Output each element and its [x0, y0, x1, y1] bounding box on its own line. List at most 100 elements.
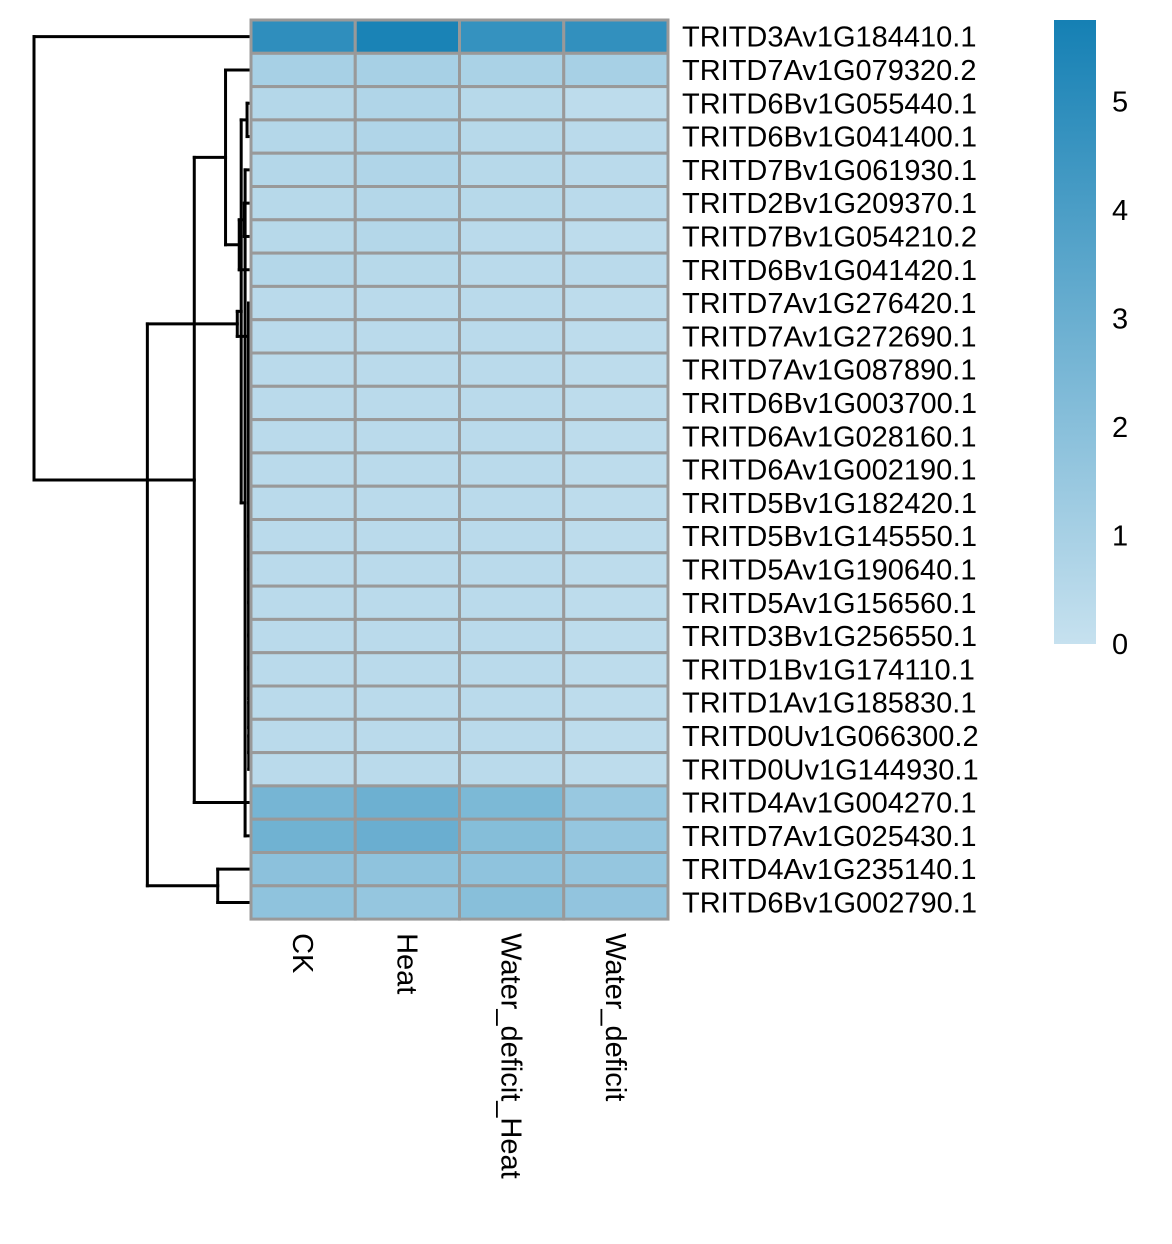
column-labels: CK Heat Water_deficit_Heat Water_deficit — [286, 933, 631, 1179]
heatmap-cell — [353, 185, 461, 222]
row-dendrogram — [32, 35, 251, 904]
heatmap-cell — [249, 151, 357, 188]
heatmap-cell — [249, 18, 357, 55]
heatmap-cell — [562, 717, 670, 755]
heatmap-cell — [458, 384, 566, 422]
heatmap-cell — [562, 151, 670, 188]
heatmap-cell — [458, 218, 566, 255]
row-label: TRITD0Uv1G144930.1 — [682, 754, 979, 786]
heatmap-cell — [353, 218, 461, 255]
heatmap-cell — [353, 751, 461, 788]
heatmap-cell — [249, 651, 357, 688]
heatmap-cell — [562, 884, 670, 921]
heatmap-cell — [458, 18, 566, 55]
heatmap-cell — [249, 551, 357, 588]
heatmap-cell — [458, 651, 566, 688]
heatmap-cell — [562, 118, 670, 155]
heatmap-cell — [458, 617, 566, 655]
heatmap-cell — [249, 584, 357, 621]
legend-tick-label: 5 — [1112, 86, 1128, 118]
heatmap-cell — [249, 684, 357, 721]
heatmap-cell — [458, 584, 566, 621]
heatmap-cell — [458, 717, 566, 755]
heatmap-cell — [249, 418, 357, 455]
heatmap-cell — [458, 85, 566, 122]
heatmap-cell — [562, 451, 670, 488]
heatmap-cell — [353, 651, 461, 688]
heatmap-cell — [458, 851, 566, 888]
heatmap-cell — [353, 584, 461, 621]
column-label: Water_deficit — [599, 933, 631, 1101]
row-label: TRITD7Av1G276420.1 — [682, 288, 976, 320]
heatmap-cell — [249, 518, 357, 555]
row-label: TRITD3Av1G184410.1 — [682, 22, 976, 54]
heatmap-cell — [458, 551, 566, 588]
heatmap-cells — [249, 18, 670, 921]
heatmap-cell — [458, 484, 566, 522]
heatmap-cell — [562, 418, 670, 455]
heatmap-cell — [353, 51, 461, 89]
row-label: TRITD3Bv1G256550.1 — [682, 621, 977, 653]
heatmap-cell — [249, 318, 357, 355]
heatmap-cell — [353, 684, 461, 721]
heatmap-cell — [562, 551, 670, 588]
heatmap-cell — [562, 251, 670, 288]
heatmap-cell — [249, 817, 357, 855]
heatmap-cell — [562, 651, 670, 688]
heatmap-cell — [353, 251, 461, 288]
heatmap-cell — [249, 851, 357, 888]
legend-tick-label: 2 — [1112, 412, 1128, 444]
heatmap-cell — [562, 284, 670, 322]
row-label: TRITD5Av1G156560.1 — [682, 588, 976, 620]
row-labels: TRITD3Av1G184410.1TRITD7Av1G079320.2TRIT… — [682, 22, 979, 920]
heatmap-cell — [353, 318, 461, 355]
row-label: TRITD7Bv1G054210.2 — [682, 221, 977, 253]
row-label: TRITD7Av1G025430.1 — [682, 821, 976, 853]
heatmap-cell — [249, 351, 357, 388]
heatmap-cell — [353, 451, 461, 488]
heatmap-cell — [458, 351, 566, 388]
heatmap-cell — [353, 518, 461, 555]
row-label: TRITD6Bv1G041400.1 — [682, 122, 977, 154]
heatmap-cell — [562, 18, 670, 55]
heatmap-cell — [249, 85, 357, 122]
heatmap-cell — [249, 284, 357, 322]
heatmap-cell — [249, 451, 357, 488]
heatmap-cell — [562, 617, 670, 655]
legend-color-bar — [1054, 20, 1096, 644]
column-label: CK — [286, 933, 318, 974]
row-label: TRITD5Bv1G145550.1 — [682, 521, 977, 553]
heatmap-cell — [353, 617, 461, 655]
heatmap-cell — [458, 318, 566, 355]
heatmap-cell — [249, 751, 357, 788]
row-label: TRITD2Bv1G209370.1 — [682, 188, 977, 220]
row-label: TRITD7Bv1G061930.1 — [682, 155, 977, 187]
row-label: TRITD4Av1G235140.1 — [682, 854, 976, 886]
heatmap-cell — [458, 251, 566, 288]
row-label: TRITD1Bv1G174110.1 — [682, 654, 975, 686]
heatmap-cell — [353, 484, 461, 522]
heatmap-cell — [353, 817, 461, 855]
heatmap-cell — [562, 384, 670, 422]
column-label: Heat — [390, 933, 422, 994]
heatmap-cell — [562, 518, 670, 555]
heatmap-cell — [458, 451, 566, 488]
heatmap-cell — [353, 884, 461, 921]
heatmap-cell — [249, 717, 357, 755]
heatmap-cell — [353, 118, 461, 155]
legend-tick-label: 3 — [1112, 303, 1128, 335]
legend-tick-label: 4 — [1112, 195, 1128, 227]
row-label: TRITD7Av1G087890.1 — [682, 355, 976, 387]
row-label: TRITD6Bv1G041420.1 — [682, 255, 977, 287]
heatmap-cell — [458, 51, 566, 89]
heatmap-cell — [249, 384, 357, 422]
heatmap-cell — [458, 751, 566, 788]
heatmap-cell — [249, 784, 357, 821]
heatmap-cell — [562, 85, 670, 122]
heatmap-cell — [458, 118, 566, 155]
heatmap-cell — [562, 318, 670, 355]
row-label: TRITD6Av1G028160.1 — [682, 421, 976, 453]
heatmap-cell — [562, 751, 670, 788]
